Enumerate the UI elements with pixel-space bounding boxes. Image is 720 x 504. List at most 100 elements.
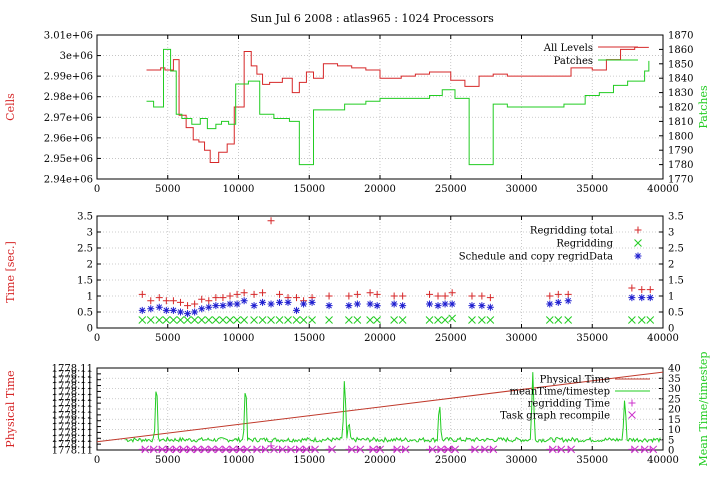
panel-cells-patches: 2.94e+06 2.95e+06 2.96e+06 2.97e+06 2.98e+06… [4,31,710,196]
point-regridding-total [345,292,353,300]
y-axis-label: Physical Time [4,370,17,447]
point-regridding-total [250,290,258,298]
point-schedule-and-copy-regriddata [468,302,476,310]
point-schedule-and-copy-regriddata [276,298,284,306]
point-regridding-total [486,294,494,302]
y2-tick-label: 1810 [668,117,693,128]
point-schedule-and-copy-regriddata [646,294,654,302]
y-tick-label: 2.97e+06 [44,113,93,124]
y-tick-label: 2.95e+06 [44,154,93,165]
point-schedule-and-copy-regriddata [233,300,241,308]
y-tick-label: 1778.11 [52,387,93,398]
point-regridding-total [259,289,267,297]
panel-regrid-times: 0 0.5 1 1.5 2 2.5 3 3.5 0 0.5 1 1.5 2 2.5 3 3.5 0 5000 100… [4,212,684,345]
x-tick-label: 35000 [576,455,608,466]
x-tick-label: 30000 [506,455,538,466]
point-schedule-and-copy-regriddata [219,302,227,310]
point-regridding [299,316,308,324]
point-schedule-and-copy-regriddata [353,300,361,308]
y2-tick-label: 30 [668,384,681,395]
point-schedule-and-copy-regriddata [441,300,449,308]
series-patches-line [146,48,650,166]
point-regridding [434,316,442,324]
y-tick-label: 1778.11 [52,393,93,404]
x-tick-label: 25000 [435,455,467,466]
point-schedule-and-copy-regriddata [176,308,184,316]
y2-tick-label: 1860 [668,45,693,56]
point-task-graph-recompile [186,445,195,454]
y2-tick-label: 40 [668,364,681,375]
y-tick-label: 1778.11 [52,434,93,445]
y-tick-label: 2.5 [77,244,93,255]
point-regridding [564,316,573,324]
point-regridding [468,316,476,324]
y-tick-label: 2.96e+06 [44,133,93,144]
y-tick-label: 1 [87,292,93,303]
point-schedule-and-copy-regriddata [293,306,301,314]
point-regridding-total [162,297,170,305]
legend-label: Regridding total [530,226,613,237]
figure-title: Sun Jul 6 2008 : atlas965 : 1024 Process… [250,12,494,25]
legend-label: Task graph recompile [500,411,610,422]
y-tick-label: 2.98e+06 [44,92,93,103]
x-tick-label: 10000 [223,455,255,466]
point-task-graph-recompile [369,445,377,454]
point-task-graph-recompile [328,445,336,454]
legend-label: Schedule and copy regridData [459,252,613,263]
point-task-graph-recompile [471,445,479,454]
point-regridding [366,316,374,324]
point-regridding [554,316,563,324]
legend-marker [628,411,636,419]
point-schedule-and-copy-regriddata [284,298,292,306]
point-task-graph-recompile [557,445,566,454]
point-regridding-total [399,292,407,300]
y2-tick-label: 10 [668,425,681,436]
point-regridding-total [155,294,163,302]
point-regridding [219,316,227,324]
y-tick-label: 1778.11 [52,405,93,416]
point-regridding [284,316,292,324]
y-tick-label: 1778.11 [52,369,93,380]
point-regridding [146,316,155,324]
x-tick-label: 35000 [576,184,608,195]
y2-tick-label: 1800 [668,131,693,142]
point-regridding-total [147,297,155,305]
point-task-graph-recompile [567,445,576,454]
series-all-levels-line [146,46,649,164]
point-task-graph-recompile [243,445,252,454]
point-schedule-and-copy-regriddata [325,302,333,310]
y-tick-label: 3 [87,228,93,239]
y-tick-label: 2.94e+06 [44,175,93,186]
point-task-graph-recompile [302,445,311,454]
point-regridding-total [205,297,213,305]
point-regridding-total [240,289,248,297]
point-regridding-total [276,290,284,298]
point-regridding [204,316,213,324]
point-regridding [637,316,646,324]
point-schedule-and-copy-regriddata [212,302,220,310]
x-tick-label: 15000 [293,184,325,195]
legend-label: Physical Time [540,375,610,386]
y-tick-label: 1778.11 [52,440,93,451]
point-regridding [183,316,192,324]
x-tick-label: 15000 [293,455,325,466]
point-regridding-total [628,284,636,292]
point-regridding-total [212,294,220,302]
point-regridding [155,316,164,324]
point-schedule-and-copy-regriddata [554,298,562,306]
y-tick-label: 0 [87,324,93,335]
point-task-graph-recompile [207,445,216,454]
point-task-graph-recompile [149,445,158,454]
y2-tick-label: 1 [668,292,674,303]
point-regridding-total [169,297,177,305]
x-tick-label: 0 [94,455,100,466]
x-tick-label: 5000 [155,333,180,344]
plot-frame [96,215,664,329]
point-regridding [258,316,267,324]
point-task-graph-recompile [489,445,498,454]
point-regridding [345,316,353,324]
y-tick-label: 3e+06 [60,51,93,62]
point-regridding-total [198,295,206,303]
y-tick-label: 0.5 [77,308,93,319]
